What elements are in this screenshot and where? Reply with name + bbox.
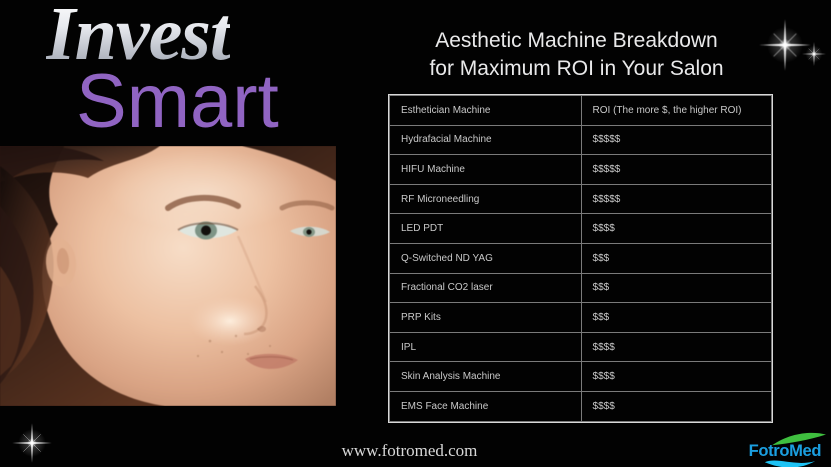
svg-text:FotroMed: FotroMed xyxy=(748,441,821,460)
